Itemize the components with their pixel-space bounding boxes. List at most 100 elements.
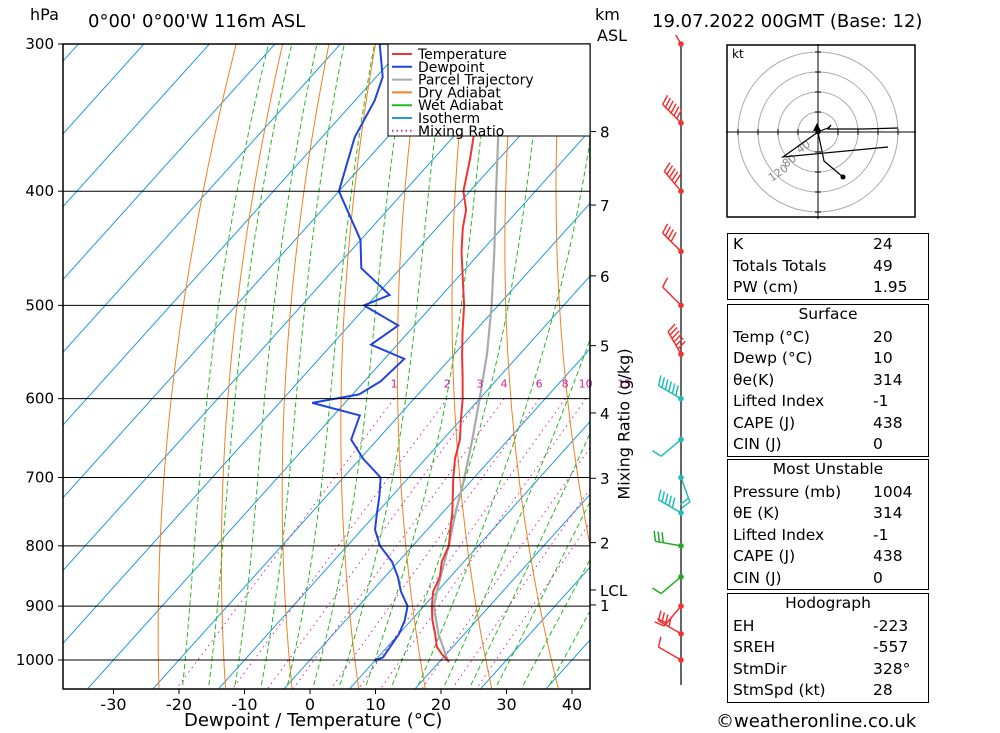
wind-barb-flag <box>669 326 678 336</box>
dewpoint-line <box>311 44 409 663</box>
pressure-tick-label: 300 <box>25 35 54 53</box>
hodograph-title: Hodograph <box>785 594 871 612</box>
isotherm-line <box>348 420 590 689</box>
wind-barb-flag <box>676 109 683 119</box>
mixing-ratio-label: 3 <box>476 377 483 390</box>
legend-label: Temperature <box>417 47 507 63</box>
plot-frame <box>62 43 591 690</box>
km-tick-label: 4 <box>600 405 610 423</box>
temperature-tick-label: 40 <box>562 695 582 714</box>
hodograph-trace-lower <box>817 131 844 178</box>
pressure-tick-label: 500 <box>25 296 54 314</box>
wind-barb-flag <box>668 381 673 392</box>
wind-barb-staff <box>674 35 682 45</box>
dry-adiabat-line <box>340 44 376 689</box>
wind-barb-flag <box>661 532 665 543</box>
wind-barb-flag <box>681 501 691 509</box>
index-value: 49 <box>873 256 893 275</box>
wet-adiabat-line <box>182 44 270 686</box>
parcel-trajectory-line <box>432 44 500 661</box>
temperature-tick-label: -30 <box>100 695 126 714</box>
wind-barb-flag <box>671 330 680 340</box>
most-unstable-row: CAPE (J) 438 <box>733 547 903 565</box>
datetime-label: 19.07.2022 00GMT (Base: 12) <box>652 11 923 32</box>
wind-barb-flag <box>651 449 662 457</box>
wind-barb-staff <box>667 331 682 355</box>
index-row-pw: PW (cm) 1.95 <box>728 277 928 299</box>
wind-barb-staff <box>680 477 691 503</box>
wind-barb-staff <box>660 439 682 457</box>
km-tick-label: LCL <box>600 582 628 600</box>
asl-unit-label: ASL <box>597 26 628 45</box>
hodograph-row: StmSpd (kt) 28 <box>733 681 893 699</box>
wind-barb-staff <box>655 540 682 547</box>
index-label: Totals Totals <box>733 256 827 275</box>
wet-adiabat-line <box>522 558 590 686</box>
mixing-ratio-label: 8 <box>562 377 569 390</box>
wind-barb-staff <box>658 620 682 635</box>
km-tick-label: 5 <box>600 338 610 356</box>
wind-barb-flag <box>653 530 657 542</box>
hodograph-end-dot <box>840 174 846 180</box>
x-axis-label: Dewpoint / Temperature (°C) <box>184 710 443 731</box>
isotherm-line <box>63 44 145 135</box>
isotherm-line <box>283 348 590 689</box>
temperature-tick-label: -10 <box>231 695 257 714</box>
dry-adiabat-line <box>281 44 330 689</box>
temperature-tick-label: 20 <box>431 695 451 714</box>
wind-barb-staff <box>662 103 682 124</box>
wind-barb-flag <box>666 165 674 175</box>
wind-barb-flag <box>667 100 674 111</box>
wind-barb-flag <box>668 168 676 178</box>
isotherm-line <box>414 493 590 689</box>
wind-barb-staff <box>658 499 682 514</box>
wind-barb-flag <box>673 333 682 343</box>
wind-barb-flag <box>668 495 673 506</box>
surface-row: θe(K) 314 <box>733 370 903 389</box>
most-unstable-row: CIN (J) 0 <box>733 568 883 587</box>
wind-barb-flag <box>657 531 661 543</box>
isotherm-line <box>152 202 590 689</box>
pressure-tick-label: 700 <box>25 469 54 487</box>
isotherm-line <box>63 44 473 499</box>
pressure-tick-label: 1000 <box>16 651 54 669</box>
hodograph-row: SREH -557 <box>733 638 909 656</box>
isotherm-line <box>63 44 211 208</box>
mixing-ratio-line <box>357 398 566 689</box>
wind-barb-flag <box>664 493 669 504</box>
legend-label: Isotherm <box>418 111 480 127</box>
legend-label: Wet Adiabat <box>418 98 504 114</box>
wet-adiabat-line <box>260 44 345 686</box>
wind-barb-flag <box>671 171 679 181</box>
mixing-ratio-line <box>475 521 590 689</box>
wind-barb-flag <box>664 97 672 108</box>
mixing-ratio-axis-label: Mixing Ratio (g/kg) <box>614 348 634 500</box>
wind-barb-flag <box>677 340 686 350</box>
location-label: 0°00' 0°00'W 116m ASL <box>88 11 306 32</box>
wet-adiabat-line <box>418 137 590 686</box>
pressure-tick-label: 400 <box>25 182 54 200</box>
isotherm-line <box>63 57 590 645</box>
km-tick-label: 7 <box>600 197 610 215</box>
km-tick-label: 8 <box>600 124 610 142</box>
wind-barb-flag <box>661 377 666 388</box>
wind-barb-flag <box>673 106 680 117</box>
index-row-k: K 24 <box>728 234 928 256</box>
wind-barb-flag <box>664 379 669 390</box>
index-row-totals: Totals Totals 49 <box>728 256 928 278</box>
wind-barb-flag <box>675 385 679 396</box>
wind-barb-flag <box>667 323 676 333</box>
temperature-tick-label: 30 <box>496 695 516 714</box>
wet-adiabat-line <box>234 44 318 686</box>
pressure-tick-label: 600 <box>25 390 54 408</box>
most-unstable-title: Most Unstable <box>772 460 884 478</box>
wind-profile <box>651 35 691 685</box>
most-unstable-row: θE (K) 314 <box>733 504 903 522</box>
wind-barb-flag <box>651 587 662 595</box>
isotherm-line <box>63 44 80 62</box>
index-value: 24 <box>873 235 893 253</box>
mixing-ratio-label: 1 <box>391 377 398 390</box>
most-unstable-panel: Most Unstable Pressure (mb) 1004 θE (K) 31… <box>727 459 929 590</box>
storm-motion-marker <box>813 123 821 131</box>
wind-barb-flag <box>671 383 676 394</box>
